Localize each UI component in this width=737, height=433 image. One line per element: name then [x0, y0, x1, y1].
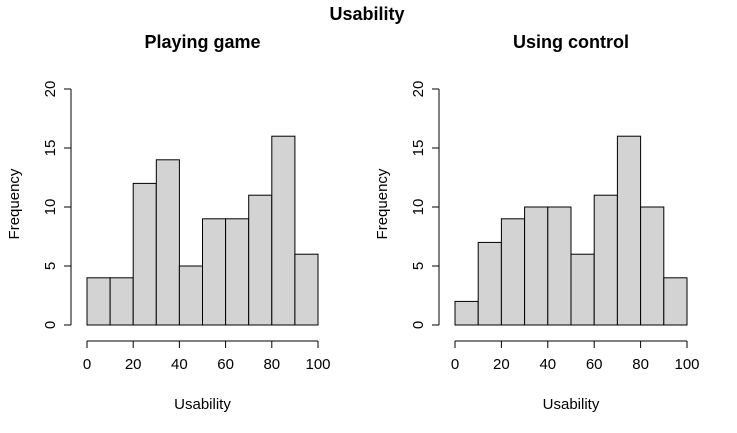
x-tick-label: 40	[171, 356, 188, 373]
histogram-bar	[155, 159, 180, 326]
histogram-bar	[225, 218, 250, 326]
x-tick-label: 100	[305, 356, 330, 373]
x-tick-label: 20	[125, 356, 142, 373]
histogram-bar	[640, 206, 665, 326]
histogram-bar	[132, 182, 157, 326]
x-tick-label: 0	[451, 356, 459, 373]
histogram-bar	[524, 206, 549, 326]
histogram-bar	[570, 253, 595, 326]
x-axis-label: Usability	[174, 396, 231, 413]
histogram-bar	[178, 265, 203, 326]
y-tick-label: 10	[410, 199, 427, 216]
figure-title: Usability	[329, 4, 404, 24]
histogram-bar	[86, 277, 111, 326]
y-tick-label: 0	[42, 321, 59, 329]
x-axis-label: Usability	[543, 396, 600, 413]
y-tick-label: 10	[42, 199, 59, 216]
histogram-bar	[547, 206, 572, 326]
x-tick-label: 40	[539, 356, 556, 373]
histogram-panel-using-control: Using control 0 20 40 60 80 100 0 5 10 15 20 Usabili…	[374, 32, 700, 413]
histogram-bar	[202, 218, 227, 326]
x-tick-label: 60	[586, 356, 603, 373]
panel-title: Using control	[513, 32, 629, 52]
histogram-bar	[500, 218, 526, 326]
y-tick-label: 15	[410, 140, 427, 157]
y-tick-label: 5	[410, 262, 427, 270]
y-tick-label: 15	[42, 140, 59, 157]
y-axis-label: Frequency	[374, 168, 391, 239]
histogram-bar	[454, 300, 479, 326]
histogram-bar	[248, 194, 273, 326]
histogram-bar	[477, 241, 502, 326]
histogram-bar	[294, 253, 319, 326]
x-tick-label: 80	[632, 356, 649, 373]
y-tick-label: 20	[410, 81, 427, 98]
histogram-bar	[616, 135, 642, 326]
y-tick-label: 0	[410, 321, 427, 329]
panel-title: Playing game	[144, 32, 260, 52]
histogram-bar	[593, 194, 618, 326]
histogram-bar	[663, 277, 688, 326]
y-axis-label: Frequency	[6, 168, 23, 239]
histogram-bar	[109, 277, 134, 326]
x-tick-label: 20	[493, 356, 510, 373]
x-tick-label: 60	[217, 356, 234, 373]
x-tick-label: 0	[83, 356, 91, 373]
y-tick-label: 20	[42, 81, 59, 98]
x-tick-label: 100	[674, 356, 699, 373]
histogram-panel-playing-game: Playing game 0 20 40 60 80 100 0 5 10 15 20 Usabilit…	[6, 32, 331, 413]
y-tick-label: 5	[42, 262, 59, 270]
x-tick-label: 80	[263, 356, 280, 373]
histogram-bar	[271, 135, 296, 326]
